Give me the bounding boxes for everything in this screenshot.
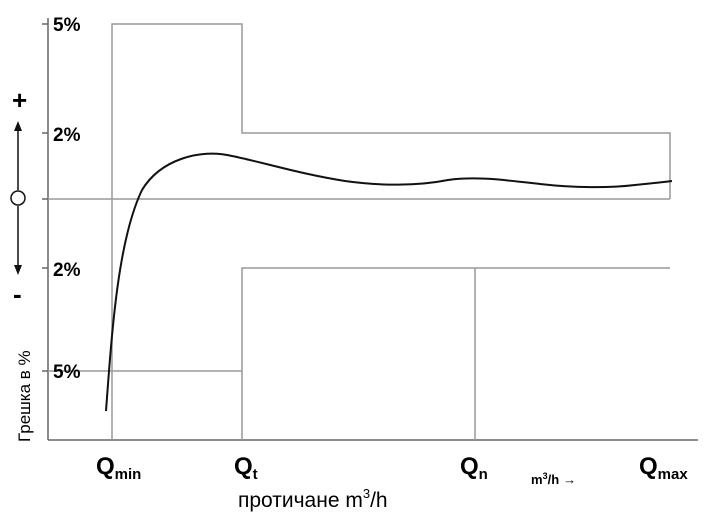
tick-label-neg2: 2% (53, 260, 81, 281)
q-n-sub: n (479, 466, 488, 483)
down-arrow-icon (14, 265, 22, 275)
q-max-letter: Q (639, 453, 658, 480)
x-axis-label-main: протичане m (238, 489, 363, 512)
tick-label-pos5: 5% (53, 15, 81, 36)
zero-circle-icon (10, 190, 26, 206)
q-min-label: Qmin (96, 453, 141, 483)
q-max-sub: max (658, 466, 689, 483)
up-arrow-icon (14, 121, 22, 131)
y-axis-label: Грешка в % (15, 350, 34, 442)
tick-label-pos2: 2% (53, 125, 81, 146)
x-axis-label-tail: /h (370, 489, 388, 512)
meter-error-curve (105, 152, 673, 412)
upper-error-limit (111, 23, 671, 440)
flow-unit-base: m (531, 472, 543, 487)
minus-sign: - (13, 279, 22, 309)
q-t-letter: Q (234, 453, 253, 480)
q-min-letter: Q (96, 453, 115, 480)
q-min-sub: min (115, 466, 142, 483)
plus-sign: + (12, 85, 27, 115)
q-t-sub: t (253, 466, 258, 483)
x-axis-label-sup: 3 (363, 486, 370, 501)
lower-error-limit (48, 267, 670, 372)
flow-unit-tail: /h (548, 472, 560, 487)
flow-unit-sup: 3 (543, 471, 548, 481)
tick-label-neg5: 5% (53, 362, 81, 383)
q-n-label: Qn (460, 453, 488, 483)
flow-arrow-icon: → (563, 472, 576, 487)
q-max-label: Qmax (639, 453, 688, 483)
flow-unit-label: m3/h → (531, 471, 576, 487)
x-axis-label: протичане m3/h (238, 486, 388, 512)
q-t-label: Qt (234, 453, 258, 483)
q-n-letter: Q (460, 453, 479, 480)
